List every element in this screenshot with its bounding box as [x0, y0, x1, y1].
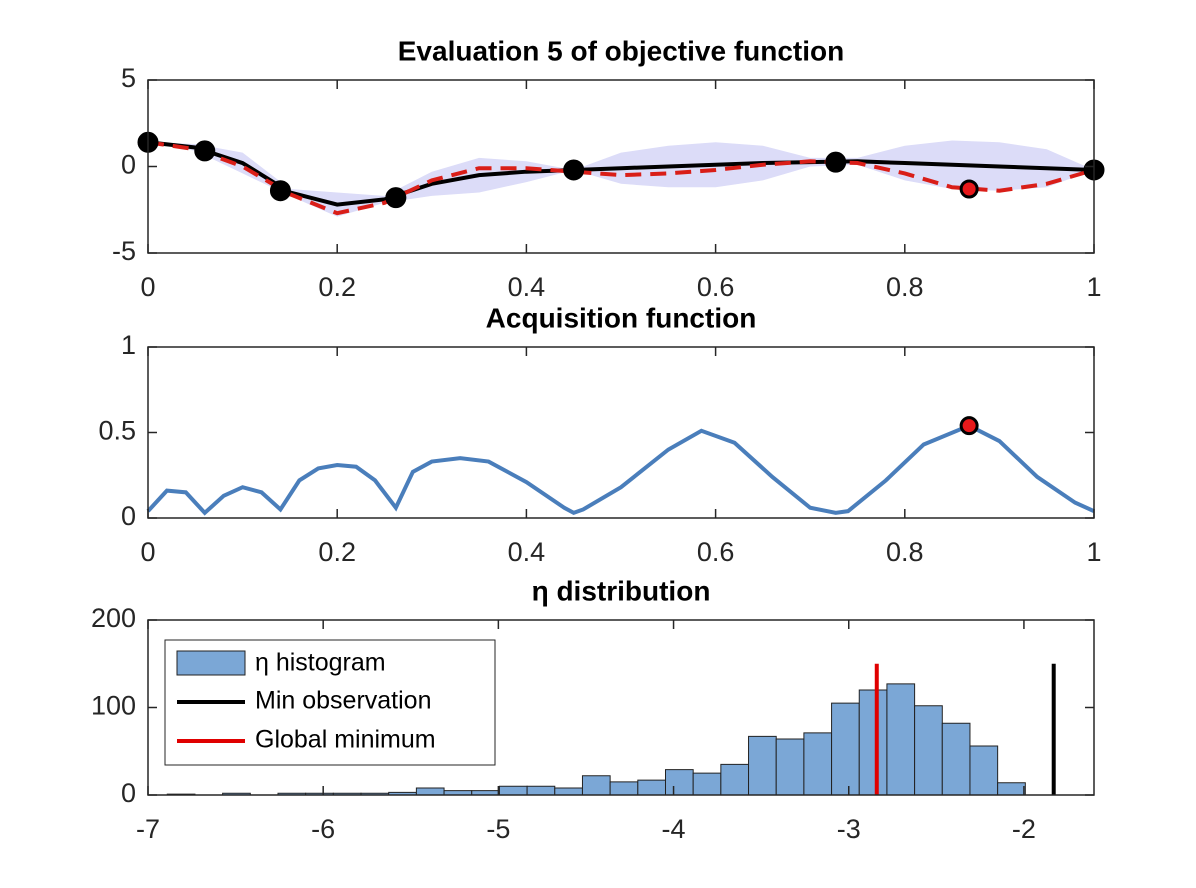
histogram-bar: [554, 787, 583, 796]
x-tick-label: 0.4: [508, 272, 546, 302]
histogram-bar: [969, 745, 999, 796]
x-tick-label: 0.8: [886, 272, 924, 302]
y-tick-label: 0.5: [98, 416, 136, 446]
histogram-bar: [720, 763, 750, 796]
histogram-bar: [498, 785, 528, 796]
observation-point: [194, 140, 216, 162]
y-tick-label: 1: [121, 330, 136, 360]
chart-title: Acquisition function: [486, 302, 757, 333]
observation-point: [825, 151, 847, 173]
histogram-bar: [581, 775, 611, 796]
x-tick-label: 1: [1086, 537, 1101, 567]
x-tick-label: -4: [662, 814, 686, 844]
legend-label: η histogram: [255, 649, 386, 677]
subplot: Acquisition function 0 0.2 0.4 0.6 0.8 1 0 0.5 1: [98, 302, 1101, 567]
y-tick-label: 0: [121, 150, 136, 180]
histogram-bar: [609, 781, 639, 796]
x-tick-label: 0: [140, 537, 155, 567]
histogram-bar: [415, 787, 445, 796]
x-tick-label: 0.2: [318, 537, 356, 567]
next-point: [959, 416, 979, 436]
next-point: [959, 179, 979, 199]
legend-label: Min observation: [255, 687, 431, 715]
x-tick-label: -3: [837, 814, 861, 844]
subplot: Evaluation 5 of objective function 0 0.2 0.…: [112, 35, 1105, 302]
legend: η histogram Min observation Global minimum: [164, 639, 496, 766]
histogram-bar: [692, 772, 722, 796]
x-tick-label: 0: [140, 272, 155, 302]
chart-title: Evaluation 5 of objective function: [398, 35, 845, 66]
legend-swatch: [176, 650, 246, 676]
x-tick-label: -6: [311, 814, 335, 844]
series-line: [146, 423, 1095, 516]
subplot: η distribution η histogram Min observation…: [91, 575, 1095, 844]
histogram-bar: [803, 732, 833, 796]
histogram-bar: [526, 785, 556, 796]
histogram-bar: [775, 738, 805, 796]
histogram-bar: [664, 769, 694, 796]
histogram-bar: [748, 735, 777, 796]
observation-point: [563, 159, 585, 181]
x-tick-label: 1: [1086, 272, 1101, 302]
y-tick-label: 5: [121, 63, 136, 93]
histogram-bar: [914, 705, 943, 796]
y-tick-label: -5: [112, 236, 136, 266]
histogram-bar: [831, 702, 860, 796]
y-tick-label: 100: [91, 691, 136, 721]
histogram-bar: [941, 722, 971, 796]
y-tick-label: 0: [121, 778, 136, 808]
legend-label: Global minimum: [255, 726, 436, 754]
series-line: [147, 140, 1095, 207]
histogram-bar: [637, 779, 666, 796]
histogram-bar: [886, 683, 916, 796]
x-tick-label: 0.6: [697, 272, 735, 302]
chart-title: η distribution: [532, 575, 711, 606]
y-tick-label: 200: [91, 603, 136, 633]
histogram-bar: [858, 689, 888, 796]
x-tick-label: -7: [136, 814, 160, 844]
x-tick-label: 0.2: [318, 272, 356, 302]
x-tick-label: 0.4: [508, 537, 546, 567]
x-tick-label: -5: [486, 814, 510, 844]
histogram-bar: [997, 782, 1026, 796]
x-tick-label: 0.8: [886, 537, 924, 567]
observation-point: [269, 180, 291, 202]
x-tick-label: 0.6: [697, 537, 735, 567]
x-tick-label: -2: [1012, 814, 1036, 844]
series-line: [147, 140, 1095, 216]
y-tick-label: 0: [121, 501, 136, 531]
observation-point: [385, 187, 407, 209]
